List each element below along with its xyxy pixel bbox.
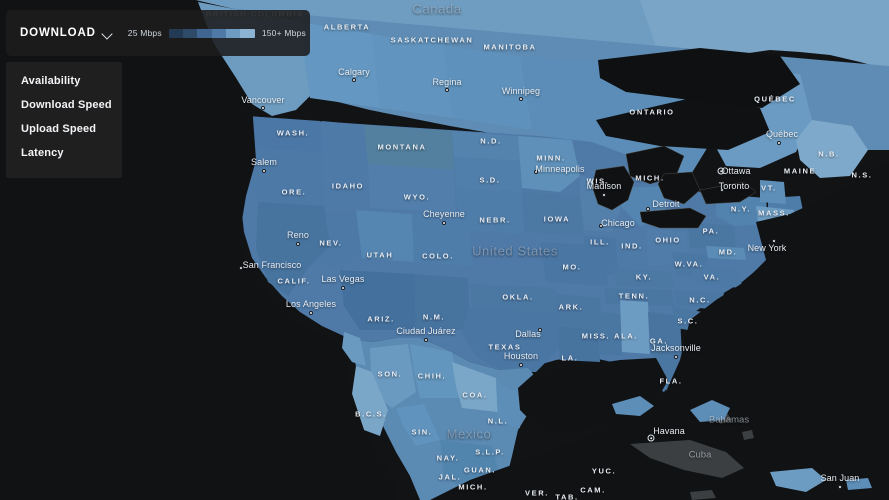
legend-swatch-5 <box>240 28 255 38</box>
legend-panel: DOWNLOAD 25 Mbps 150+ Mbps <box>6 10 310 56</box>
menu-item-download-speed[interactable]: Download Speed <box>6 93 122 117</box>
legend-swatch-3 <box>211 28 227 38</box>
legend-swatch-2 <box>197 28 212 38</box>
legend-swatch-4 <box>226 28 241 38</box>
legend-min-label: 25 Mbps <box>127 28 162 38</box>
legend-swatch-1 <box>183 28 198 38</box>
legend-max-label: 150+ Mbps <box>261 28 306 38</box>
menu-item-upload-speed[interactable]: Upload Speed <box>6 117 122 141</box>
menu-item-availability[interactable]: Availability <box>6 69 122 93</box>
metric-dropdown-toggle[interactable]: DOWNLOAD <box>20 27 112 39</box>
legend-scale: 25 Mbps 150+ Mbps <box>128 28 306 38</box>
legend-gradient-bar <box>168 28 255 38</box>
legend-swatch-0 <box>168 28 184 38</box>
metric-dropdown-menu[interactable]: Availability Download Speed Upload Speed La… <box>6 62 122 178</box>
chevron-down-icon <box>103 29 112 38</box>
metric-dropdown-label: DOWNLOAD <box>20 27 96 39</box>
menu-item-latency[interactable]: Latency <box>6 141 122 165</box>
